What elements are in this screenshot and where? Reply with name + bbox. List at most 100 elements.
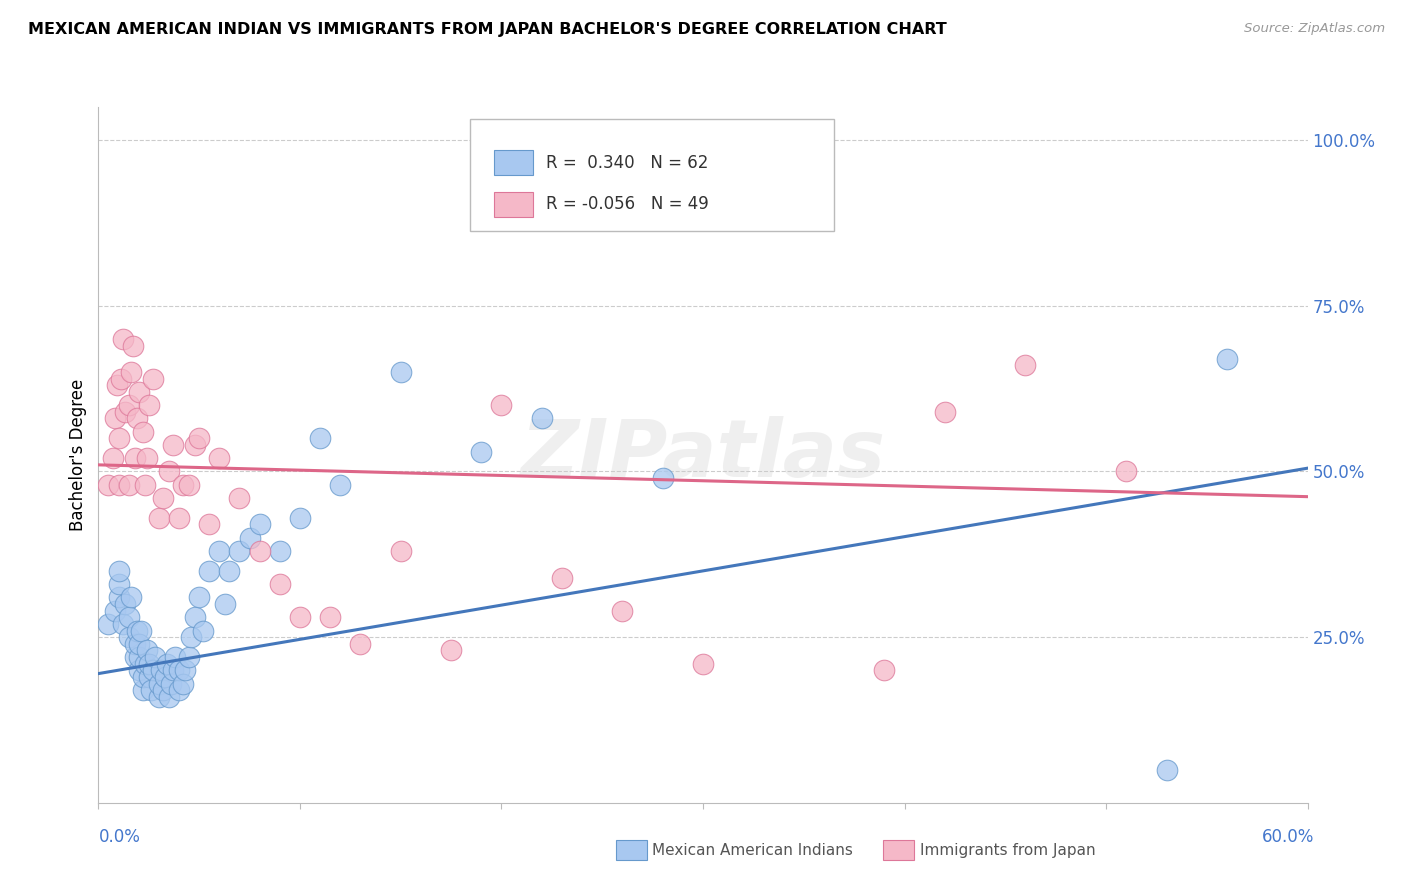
Point bbox=[152, 491, 174, 505]
Point bbox=[470, 444, 492, 458]
Point bbox=[107, 564, 129, 578]
Point bbox=[134, 477, 156, 491]
Point bbox=[167, 511, 190, 525]
Point bbox=[1115, 465, 1137, 479]
Point bbox=[239, 531, 262, 545]
Point bbox=[135, 643, 157, 657]
Point bbox=[228, 544, 250, 558]
Point bbox=[128, 637, 150, 651]
Point bbox=[103, 411, 125, 425]
Point bbox=[612, 604, 634, 618]
Point bbox=[142, 372, 165, 386]
Text: MEXICAN AMERICAN INDIAN VS IMMIGRANTS FROM JAPAN BACHELOR'S DEGREE CORRELATION C: MEXICAN AMERICAN INDIAN VS IMMIGRANTS FR… bbox=[28, 22, 946, 37]
Point bbox=[329, 477, 352, 491]
Point bbox=[111, 332, 134, 346]
Point bbox=[177, 477, 201, 491]
Point bbox=[228, 491, 250, 505]
Point bbox=[162, 438, 184, 452]
Point bbox=[148, 511, 170, 525]
Point bbox=[121, 338, 143, 352]
Point bbox=[208, 451, 231, 466]
Point bbox=[208, 544, 231, 558]
Point bbox=[1014, 359, 1036, 373]
Point bbox=[120, 365, 142, 379]
Point bbox=[772, 212, 794, 227]
Point bbox=[1216, 351, 1239, 366]
Point bbox=[198, 564, 221, 578]
Point bbox=[139, 683, 162, 698]
Text: 0.0%: 0.0% bbox=[98, 828, 141, 846]
Point bbox=[138, 398, 160, 412]
Text: 60.0%: 60.0% bbox=[1263, 828, 1315, 846]
Point bbox=[118, 610, 141, 624]
Point bbox=[118, 477, 141, 491]
Point bbox=[142, 663, 165, 677]
Point bbox=[118, 398, 141, 412]
Point bbox=[156, 657, 179, 671]
Text: Immigrants from Japan: Immigrants from Japan bbox=[920, 843, 1095, 857]
Point bbox=[1156, 763, 1178, 777]
Point bbox=[118, 630, 141, 644]
Point bbox=[152, 683, 174, 698]
Point bbox=[128, 663, 150, 677]
Point bbox=[530, 411, 553, 425]
Point bbox=[120, 591, 142, 605]
Point bbox=[934, 405, 956, 419]
Point bbox=[389, 365, 412, 379]
Point bbox=[132, 683, 155, 698]
Point bbox=[153, 670, 176, 684]
Point bbox=[349, 637, 371, 651]
Point bbox=[97, 477, 120, 491]
Bar bbox=[494, 192, 533, 217]
Point bbox=[125, 411, 148, 425]
Point bbox=[107, 591, 129, 605]
Point bbox=[269, 577, 291, 591]
Point bbox=[132, 670, 155, 684]
Point bbox=[651, 471, 673, 485]
Point bbox=[873, 663, 896, 677]
Point bbox=[249, 517, 271, 532]
Point bbox=[103, 604, 125, 618]
Point bbox=[167, 663, 190, 677]
Point bbox=[97, 616, 120, 631]
Point bbox=[160, 676, 183, 690]
Y-axis label: Bachelor's Degree: Bachelor's Degree bbox=[69, 379, 87, 531]
Point bbox=[249, 544, 271, 558]
Text: Mexican American Indians: Mexican American Indians bbox=[652, 843, 853, 857]
FancyBboxPatch shape bbox=[470, 119, 834, 231]
Point bbox=[124, 650, 146, 665]
Text: ZIPatlas: ZIPatlas bbox=[520, 416, 886, 494]
Point bbox=[107, 577, 129, 591]
Point bbox=[188, 431, 211, 445]
Point bbox=[107, 431, 129, 445]
Point bbox=[148, 690, 170, 704]
Bar bbox=[494, 150, 533, 175]
Point bbox=[172, 676, 194, 690]
Point bbox=[114, 405, 136, 419]
Point bbox=[180, 630, 202, 644]
Point bbox=[129, 624, 152, 638]
Point bbox=[114, 597, 136, 611]
Point bbox=[105, 378, 128, 392]
Point bbox=[172, 477, 194, 491]
Point bbox=[389, 544, 412, 558]
Point bbox=[174, 663, 197, 677]
Point bbox=[157, 690, 180, 704]
Point bbox=[184, 438, 207, 452]
Point bbox=[309, 431, 332, 445]
Point bbox=[214, 597, 236, 611]
Point bbox=[193, 624, 215, 638]
Text: Source: ZipAtlas.com: Source: ZipAtlas.com bbox=[1244, 22, 1385, 36]
Point bbox=[128, 384, 150, 399]
Text: R =  0.340   N = 62: R = 0.340 N = 62 bbox=[546, 153, 709, 171]
Point bbox=[288, 610, 311, 624]
Point bbox=[124, 451, 146, 466]
Point bbox=[124, 637, 146, 651]
Point bbox=[148, 676, 170, 690]
Point bbox=[440, 643, 463, 657]
Point bbox=[101, 451, 124, 466]
Point bbox=[551, 570, 574, 584]
Point bbox=[198, 517, 221, 532]
Point bbox=[134, 657, 156, 671]
Point bbox=[188, 591, 211, 605]
